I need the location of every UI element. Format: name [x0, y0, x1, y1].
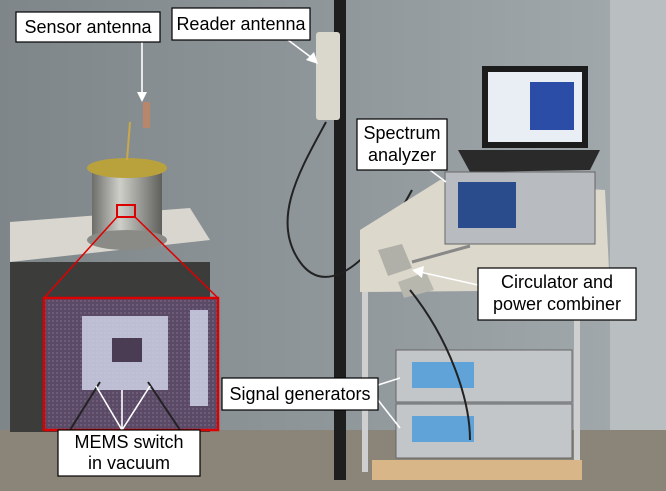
label: Spectrum — [363, 123, 440, 143]
chamber-base — [87, 230, 167, 250]
label: Circulator and — [501, 272, 613, 292]
generator-display — [412, 362, 474, 388]
label: Reader antenna — [176, 14, 306, 34]
generator-display — [412, 416, 474, 442]
label: in vacuum — [88, 453, 170, 473]
page: Sensor antenna Reader antenna Spectrum a… — [0, 0, 666, 491]
reader-antenna — [316, 32, 340, 120]
mems-pad — [190, 310, 208, 406]
annotated-photo: Sensor antenna Reader antenna Spectrum a… — [0, 0, 666, 491]
wall-corner — [610, 0, 666, 491]
label: MEMS switch — [74, 432, 183, 452]
chamber-lid — [87, 158, 167, 178]
mems-switch — [112, 338, 142, 362]
label: Sensor antenna — [24, 17, 152, 37]
sensor-antenna — [143, 102, 150, 128]
label: power combiner — [493, 294, 621, 314]
laptop-base — [458, 150, 600, 172]
spectrum-plot — [530, 82, 574, 130]
label: analyzer — [368, 145, 436, 165]
analyzer-screen — [458, 182, 516, 228]
shelf — [372, 460, 582, 480]
label: Signal generators — [229, 384, 370, 404]
